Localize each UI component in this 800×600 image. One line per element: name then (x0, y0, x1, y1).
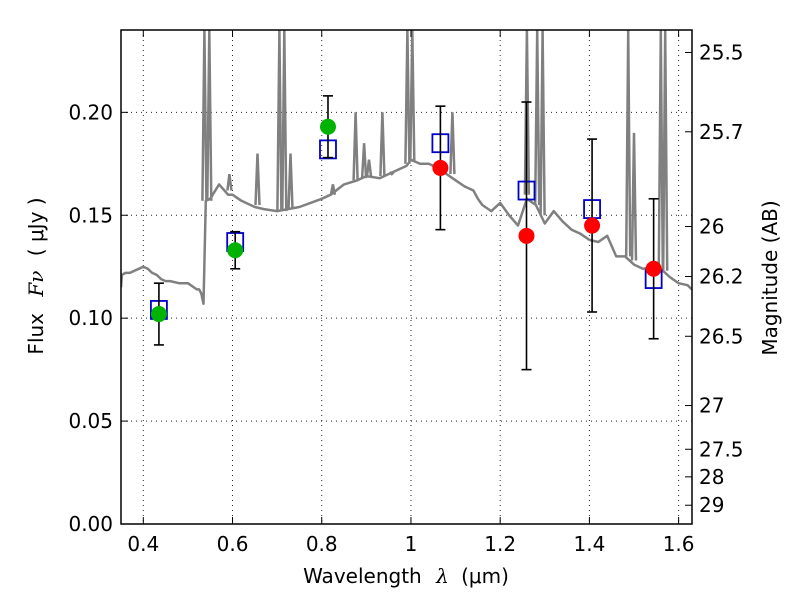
x-tick-label: 1.6 (663, 532, 695, 556)
y-tick-label: 0.05 (68, 409, 113, 433)
emission-line (201, 30, 208, 201)
emission-line (630, 132, 638, 261)
magnitude-tick-label: 26 (699, 214, 724, 238)
magnitude-tick-label: 27.5 (699, 437, 744, 461)
emission-line (360, 143, 368, 179)
x-tick-label: 0.4 (127, 532, 159, 556)
y-tick-label: 0.00 (68, 512, 113, 536)
emission-line (409, 30, 416, 162)
y-tick-label: 0.20 (68, 100, 113, 124)
nir-data-point (584, 217, 601, 234)
photometry-points (150, 95, 663, 371)
nir-data-point (645, 260, 662, 277)
x-tick-label: 0.6 (217, 532, 249, 556)
emission-line (523, 30, 531, 195)
emission-line (329, 184, 337, 195)
emission-line (226, 173, 233, 191)
magnitude-axis-label: Magnitude (AB) (758, 200, 782, 355)
emission-line (206, 30, 213, 201)
model-spectrum (121, 30, 692, 306)
emission-line (388, 171, 395, 176)
y-axis-label-unit: ( μJy ) (24, 197, 48, 256)
y-axis-label-variable: Fν (24, 271, 48, 298)
emission-line (287, 153, 294, 210)
x-tick-label: 1.4 (573, 532, 605, 556)
emission-line (404, 30, 411, 164)
nir-data-point (432, 159, 449, 176)
y-tick-label: 0.15 (68, 203, 113, 227)
emission-line (281, 30, 288, 212)
emission-line (254, 153, 261, 206)
magnitude-tick-label: 28 (699, 465, 724, 489)
x-tick-label: 0.8 (306, 532, 338, 556)
emission-line (657, 30, 665, 269)
magnitude-tick-label: 25.5 (699, 40, 744, 64)
magnitude-tick-label: 29 (699, 493, 724, 517)
emission-line (661, 30, 669, 271)
x-tick-label: 1 (405, 532, 418, 556)
axis-ticks: 0.4 0.6 0.8 1 1.2 1.4 1.6 0.00 0.05 0.10 0.15 0.20 2… (68, 30, 744, 556)
x-tick-label: 1.2 (484, 532, 516, 556)
optical-data-point (227, 242, 244, 259)
y-axis-label-text: Flux (24, 313, 48, 355)
optical-data-point (319, 118, 336, 135)
emission-line (624, 30, 632, 257)
x-axis-label: Wavelength λ (μm) (303, 564, 509, 588)
emission-line (533, 30, 541, 206)
x-axis-label-text: Wavelength (303, 564, 422, 588)
nir-data-point (518, 227, 535, 244)
magnitude-tick-label: 25.7 (699, 120, 744, 144)
emission-line (449, 112, 456, 175)
emission-line (539, 30, 546, 216)
magnitude-tick-label: 26.2 (699, 265, 744, 289)
emission-line (379, 112, 386, 177)
emission-line (276, 30, 283, 212)
y-tick-label: 0.10 (68, 306, 113, 330)
y-axis-label: Flux Fν ( μJy ) (24, 197, 48, 354)
optical-data-point (150, 306, 167, 323)
x-axis-label-unit: (μm) (461, 564, 509, 588)
emission-line (352, 112, 359, 181)
magnitude-tick-label: 27 (699, 394, 724, 418)
x-axis-label-variable: λ (435, 564, 449, 588)
emission-line (365, 159, 373, 177)
magnitude-tick-label: 26.5 (699, 324, 744, 348)
